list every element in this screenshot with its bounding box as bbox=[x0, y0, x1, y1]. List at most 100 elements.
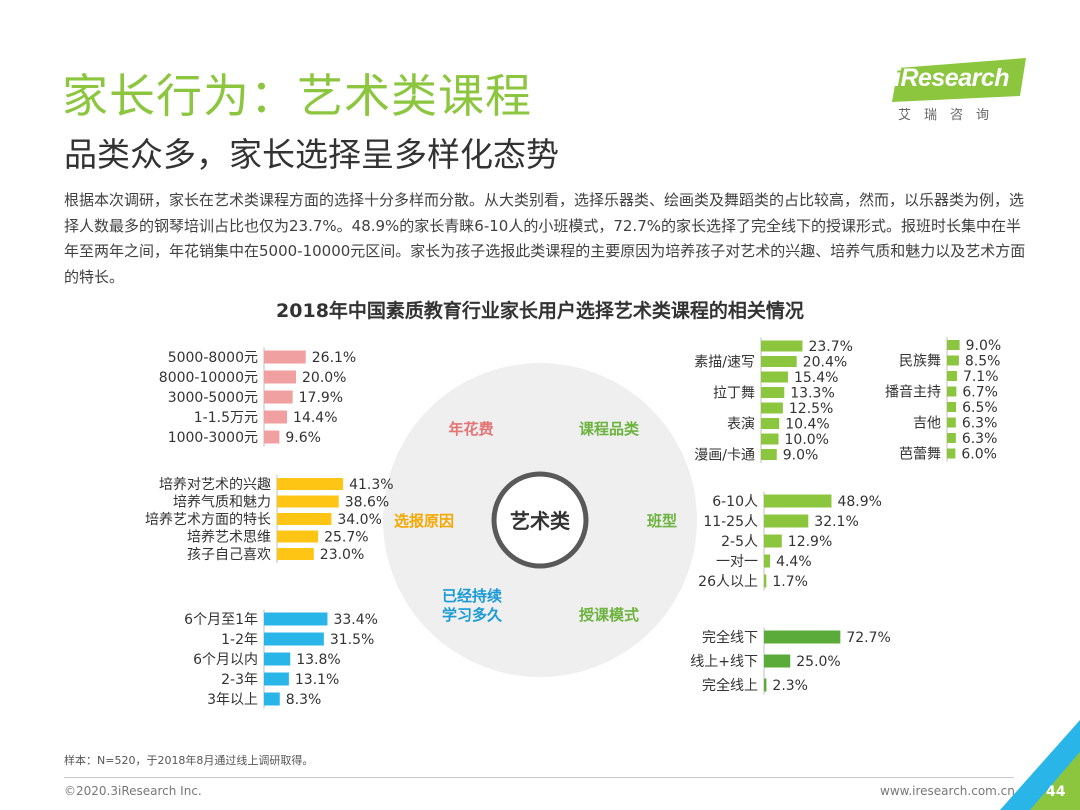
bar bbox=[264, 370, 296, 384]
bar-value-label: 7.1% bbox=[963, 369, 999, 385]
bar-value-label: 9.0% bbox=[783, 448, 819, 464]
bar-value-label: 33.4% bbox=[333, 612, 377, 628]
bar-value-label: 32.1% bbox=[814, 514, 858, 530]
segment-label-line: 授课模式 bbox=[579, 606, 639, 624]
bar bbox=[264, 652, 291, 666]
bar-value-label: 10.4% bbox=[785, 417, 829, 433]
bar-category-label: 3年以上 bbox=[207, 692, 258, 708]
bar-category-label: 1000-3000元 bbox=[168, 430, 258, 446]
segment-label: 班型 bbox=[647, 512, 677, 530]
segment-label-line: 年花费 bbox=[448, 420, 493, 438]
bar-category-label: 拉丁舞 bbox=[713, 386, 755, 402]
bar bbox=[264, 632, 324, 646]
bar bbox=[947, 448, 956, 459]
bar-value-label: 14.4% bbox=[293, 410, 337, 426]
bar bbox=[764, 534, 782, 548]
bar-value-label: 6.3% bbox=[962, 416, 998, 432]
center-ring bbox=[491, 471, 589, 569]
bar bbox=[264, 350, 306, 364]
bar-value-label: 2.3% bbox=[772, 678, 808, 694]
segment-label: 年花费 bbox=[448, 420, 493, 438]
bar-value-label: 48.9% bbox=[837, 494, 881, 510]
bar bbox=[947, 340, 960, 350]
copyright: ©2020.3iResearch Inc. bbox=[64, 784, 202, 798]
bar-value-label: 6.7% bbox=[962, 385, 998, 401]
bar-value-label: 10.0% bbox=[785, 432, 829, 448]
bar-category-label: 线上+线下 bbox=[690, 654, 758, 670]
bar bbox=[761, 402, 783, 414]
bar bbox=[264, 692, 280, 706]
bar bbox=[277, 495, 339, 508]
bar-category-label: 一对一 bbox=[716, 554, 758, 570]
bar-category-label: 素描/速写 bbox=[694, 355, 755, 371]
bar bbox=[764, 494, 832, 508]
bar-category-label: 完全线下 bbox=[702, 629, 758, 646]
bar-category-label: 6个月以内 bbox=[193, 652, 258, 668]
bar bbox=[264, 410, 288, 424]
bar-panel-course-categories-1: 23.7%20.4% 素描/速写 15.4%13.3% 拉丁舞 12.5%10.4% 表演… bbox=[694, 337, 853, 464]
segment-label: 课程品类 bbox=[579, 420, 640, 438]
bar-category-label: 2-5人 bbox=[721, 534, 758, 550]
bar bbox=[761, 449, 777, 460]
bar-value-label: 9.6% bbox=[285, 430, 321, 446]
bar-category-label: 民族舞 bbox=[899, 354, 941, 370]
bar-category-label: 26人以上 bbox=[698, 574, 758, 590]
bar bbox=[947, 386, 957, 397]
bar-value-label: 6.5% bbox=[962, 400, 998, 416]
bar-category-label: 漫画/卡通 bbox=[694, 448, 755, 464]
bar bbox=[761, 418, 780, 429]
bar-category-label: 播音主持 bbox=[885, 384, 941, 401]
segment-label-line: 课程品类 bbox=[579, 420, 640, 438]
segment-label: 授课模式 bbox=[579, 606, 639, 624]
bar bbox=[764, 514, 809, 528]
segment-label: 已经持续学习多久 bbox=[442, 587, 503, 624]
bar-panel-class-size: 48.9% 6-10人 32.1% 11-25人 12.9% 2-5人 4.4% 一对一 1.7… bbox=[698, 491, 882, 591]
bar-value-label: 13.1% bbox=[295, 672, 339, 688]
bar-value-label: 13.8% bbox=[296, 652, 340, 668]
bar bbox=[264, 430, 280, 444]
bar bbox=[764, 630, 841, 644]
bar-value-label: 8.3% bbox=[286, 692, 322, 708]
bar-value-label: 13.3% bbox=[790, 386, 834, 402]
bar-value-label: 23.0% bbox=[320, 547, 364, 563]
bar bbox=[277, 530, 319, 543]
footer-divider bbox=[64, 777, 1014, 778]
bar-category-label: 培养气质和魅力 bbox=[173, 495, 271, 511]
segment-label-line: 学习多久 bbox=[442, 606, 503, 624]
summary-paragraph: 根据本次调研，家长在艺术类课程方面的选择十分多样而分散。从大类别看，选择乐器类、… bbox=[64, 191, 1026, 286]
bar-value-label: 1.7% bbox=[772, 574, 808, 590]
page-subtitle: 品类众多，家长选择呈多样化态势 bbox=[64, 135, 559, 174]
bar-value-label: 26.1% bbox=[312, 350, 356, 366]
bar-category-label: 1-1.5万元 bbox=[194, 410, 258, 426]
bar-category-label: 2-3年 bbox=[221, 672, 258, 688]
bar bbox=[947, 433, 956, 443]
center-label: 艺术类 bbox=[510, 509, 570, 533]
bar bbox=[947, 355, 959, 366]
bar bbox=[277, 513, 332, 525]
bar bbox=[761, 387, 785, 398]
bar-value-label: 4.4% bbox=[776, 554, 812, 570]
bar-category-label: 表演 bbox=[727, 417, 755, 433]
bar-category-label: 11-25人 bbox=[703, 514, 758, 530]
bar-value-label: 23.7% bbox=[808, 339, 852, 355]
bar-category-label: 培养艺术思维 bbox=[187, 530, 271, 546]
bar-value-label: 41.3% bbox=[349, 477, 393, 493]
bar-category-label: 8000-10000元 bbox=[159, 370, 258, 386]
corner-decoration-green bbox=[1030, 752, 1080, 810]
segment-label-line: 班型 bbox=[647, 512, 677, 530]
bar-value-label: 20.0% bbox=[302, 370, 346, 386]
bar bbox=[761, 433, 779, 445]
bar-category-label: 芭蕾舞 bbox=[899, 446, 941, 463]
bar-value-label: 6.3% bbox=[962, 431, 998, 447]
bar-value-label: 12.5% bbox=[789, 401, 833, 417]
segment-label-line: 已经持续 bbox=[442, 587, 502, 605]
page-title: 家长行为：艺术类课程 bbox=[62, 69, 532, 123]
bar bbox=[764, 574, 767, 588]
logo-subtitle: 艾瑞咨询 bbox=[898, 108, 1003, 123]
bar bbox=[761, 340, 803, 352]
logo-text: iResearch bbox=[894, 64, 1010, 92]
bar bbox=[264, 672, 289, 686]
bar bbox=[947, 417, 956, 428]
website-url: www.iresearch.com.cn bbox=[880, 784, 1015, 798]
bar bbox=[277, 548, 314, 560]
